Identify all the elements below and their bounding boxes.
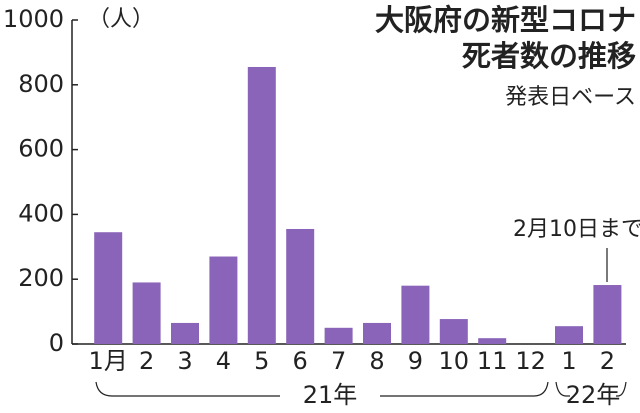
bar: [593, 285, 622, 344]
x-tick-label: 3: [177, 347, 192, 375]
y-tick-label: 400: [18, 199, 64, 227]
x-tick-label: 9: [408, 347, 423, 375]
bar: [439, 319, 468, 344]
year-label: 22年: [566, 381, 621, 409]
x-tick-label: 8: [369, 347, 384, 375]
bar: [401, 285, 430, 344]
bar: [94, 232, 123, 344]
x-tick-label: 10: [439, 347, 470, 375]
x-tick-label: 1月: [89, 347, 128, 375]
year-label: 21年: [303, 381, 358, 409]
y-tick-label: 1000: [3, 5, 64, 33]
y-tick-label: 600: [18, 135, 64, 163]
bar: [363, 322, 391, 344]
x-tick-label: 6: [293, 347, 308, 375]
x-tick-label: 12: [515, 347, 546, 375]
x-tick-label: 11: [477, 347, 508, 375]
bar: [247, 66, 276, 344]
x-tick-label: 2: [600, 347, 615, 375]
year-bracket: [555, 381, 627, 397]
year-bracket: [95, 381, 549, 397]
bar: [209, 256, 238, 344]
bar: [286, 228, 315, 344]
x-tick-label: 4: [216, 347, 231, 375]
y-axis-label: （人）: [88, 7, 154, 32]
y-tick-label: 200: [18, 264, 64, 292]
x-tick-label: 5: [254, 347, 269, 375]
y-tick-label: 800: [18, 70, 64, 98]
bar: [555, 326, 583, 344]
bar: [132, 282, 161, 344]
x-tick-label: 7: [331, 347, 346, 375]
chart-title: 大阪府の新型コロナ: [375, 3, 636, 37]
bar: [324, 327, 353, 344]
bar: [171, 322, 199, 344]
chart-subtitle: 発表日ベース: [505, 85, 636, 110]
chart-title: 死者数の推移: [462, 39, 636, 73]
x-tick-label: 2: [139, 347, 154, 375]
x-tick-label: 1: [561, 347, 576, 375]
annotation: 2月10日まで: [513, 217, 640, 242]
y-tick-label: 0: [49, 329, 64, 357]
bar: [478, 338, 507, 344]
